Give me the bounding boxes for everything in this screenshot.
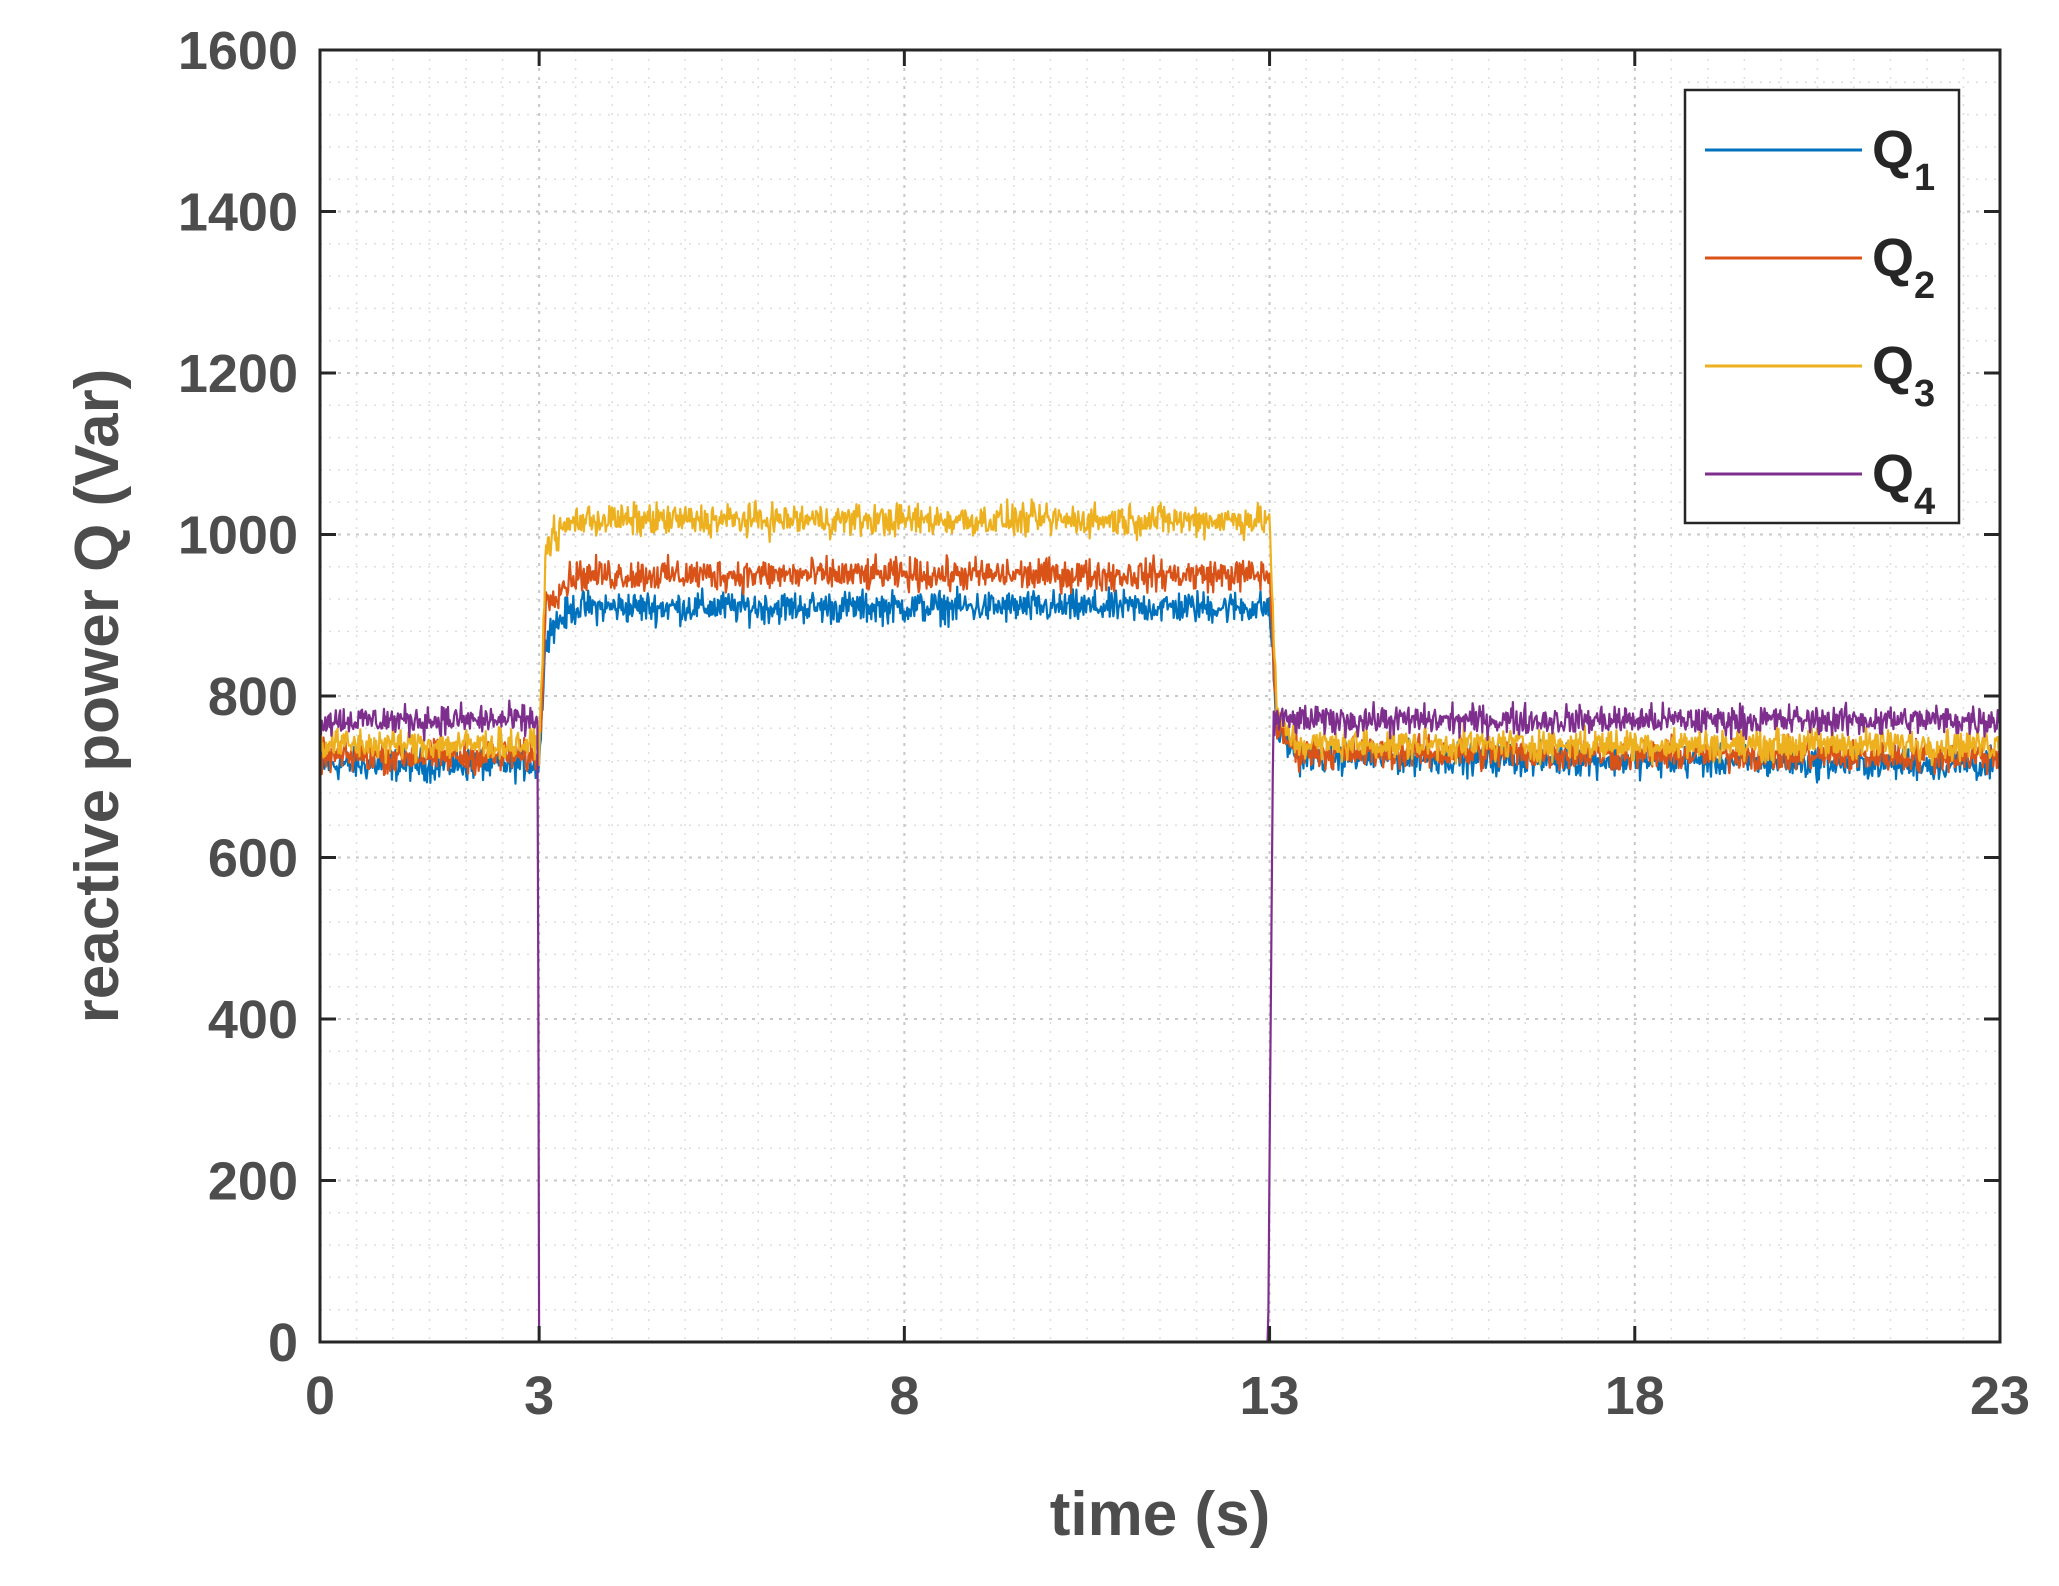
y-tick-label: 1600: [178, 21, 298, 81]
x-tick-label: 3: [524, 1366, 554, 1426]
y-tick-label: 1400: [178, 183, 298, 243]
y-tick-label: 0: [268, 1313, 298, 1373]
x-tick-label: 18: [1605, 1366, 1665, 1426]
y-tick-label: 400: [208, 990, 298, 1050]
x-tick-label: 23: [1970, 1366, 2030, 1426]
x-tick-label: 8: [889, 1366, 919, 1426]
y-axis-title: reactive power Q (Var): [63, 369, 132, 1024]
y-tick-label: 800: [208, 667, 298, 727]
x-axis-title: time (s): [1050, 1480, 1270, 1549]
x-tick-label: 13: [1240, 1366, 1300, 1426]
y-tick-label: 200: [208, 1152, 298, 1212]
y-tick-label: 1200: [178, 344, 298, 404]
y-tick-label: 1000: [178, 506, 298, 566]
x-tick-label: 0: [305, 1366, 335, 1426]
y-tick-label: 600: [208, 829, 298, 889]
